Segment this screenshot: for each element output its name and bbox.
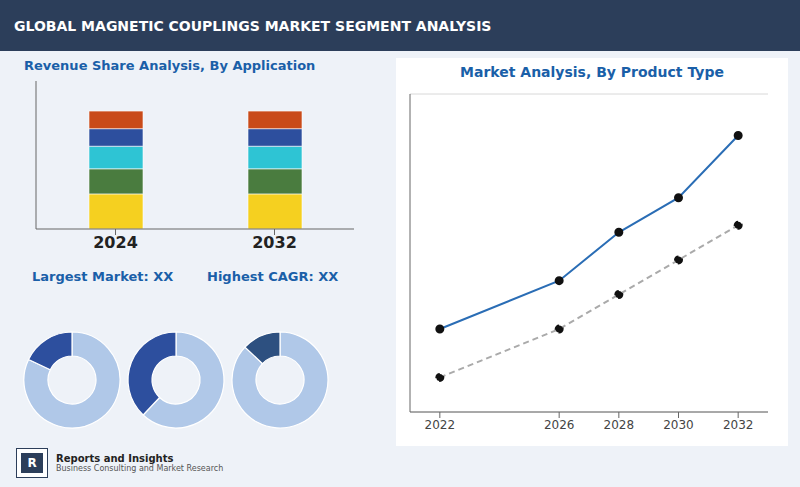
svg-text:2030: 2030 <box>663 418 694 432</box>
html-text:Largest Market: XX: Largest Market: XX <box>32 269 174 284</box>
svg-text:2032: 2032 <box>723 418 754 432</box>
svg-text:2024: 2024 <box>93 233 138 252</box>
html-text:Highest CAGR: XX: Highest CAGR: XX <box>207 269 339 284</box>
svg-text:2032: 2032 <box>252 233 297 252</box>
html-text:GLOBAL MAGNETIC COUPLINGS MARK: GLOBAL MAGNETIC COUPLINGS MARKET SEGMENT… <box>14 17 492 34</box>
html-text:Business Consulting and Market: Business Consulting and Market Research <box>56 464 224 473</box>
html-text:Reports and Insights: Reports and Insights <box>56 453 174 464</box>
html-text:R: R <box>27 456 37 470</box>
html-text:Market Analysis, By Product Ty: Market Analysis, By Product Type <box>460 64 724 80</box>
html-text:Revenue Share Analysis, By App: Revenue Share Analysis, By Application <box>24 58 316 73</box>
svg-text:2022: 2022 <box>425 418 456 432</box>
svg-text:2028: 2028 <box>604 418 635 432</box>
svg-text:2026: 2026 <box>544 418 575 432</box>
